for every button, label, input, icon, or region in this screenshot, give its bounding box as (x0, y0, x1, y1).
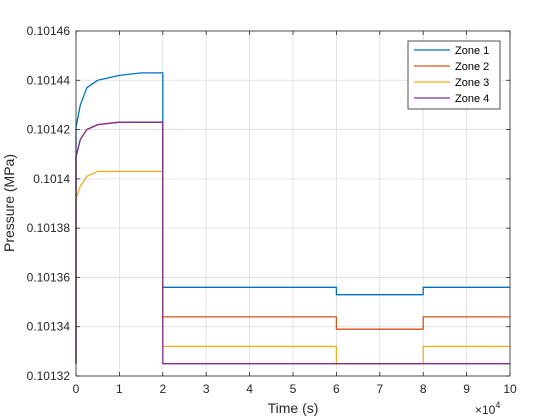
legend-label-zone-1: Zone 1 (455, 45, 489, 57)
y-tick-label: 0.1014 (33, 172, 70, 186)
y-tick-label: 0.10146 (27, 24, 71, 38)
x-tick-label: 3 (203, 382, 210, 396)
x-tick-label: 8 (420, 382, 427, 396)
x-axis-ticks: 0 1 2 3 4 5 6 7 8 9 10 (73, 31, 517, 396)
y-axis-ticks: 0.10132 0.10134 0.10136 0.10138 0.1014 0.1014… (27, 24, 510, 383)
y-tick-label: 0.10142 (27, 123, 71, 137)
x-tick-label: 6 (333, 382, 340, 396)
x-axis-multiplier: ×104 (475, 400, 500, 417)
x-axis-label: Time (s) (268, 400, 319, 416)
legend-label-zone-2: Zone 2 (455, 61, 489, 73)
y-tick-label: 0.10136 (27, 270, 71, 284)
legend-label-zone-4: Zone 4 (455, 93, 489, 105)
series-lines (75, 72, 510, 365)
legend-label-zone-3: Zone 3 (455, 77, 489, 89)
x-axis-multiplier-exponent: 4 (495, 400, 500, 410)
x-tick-label: 1 (116, 382, 123, 396)
series-line-zone-4 (75, 121, 510, 365)
legend: Zone 1 Zone 2 Zone 3 Zone 4 (407, 40, 501, 110)
x-tick-label: 2 (159, 382, 166, 396)
series-line-zone-1 (75, 72, 510, 364)
x-axis-multiplier-base: ×10 (475, 403, 496, 417)
x-tick-label: 7 (376, 382, 383, 396)
x-tick-label: 5 (290, 382, 297, 396)
x-tick-label: 4 (246, 382, 253, 396)
y-tick-label: 0.10138 (27, 221, 71, 235)
y-tick-label: 0.10134 (27, 320, 71, 334)
x-tick-label: 0 (73, 382, 80, 396)
y-tick-label: 0.10144 (27, 73, 71, 87)
x-tick-label: 9 (463, 382, 470, 396)
y-tick-label: 0.10132 (27, 369, 71, 383)
x-tick-label: 10 (503, 382, 517, 396)
y-axis-label: Pressure (MPa) (1, 154, 17, 252)
